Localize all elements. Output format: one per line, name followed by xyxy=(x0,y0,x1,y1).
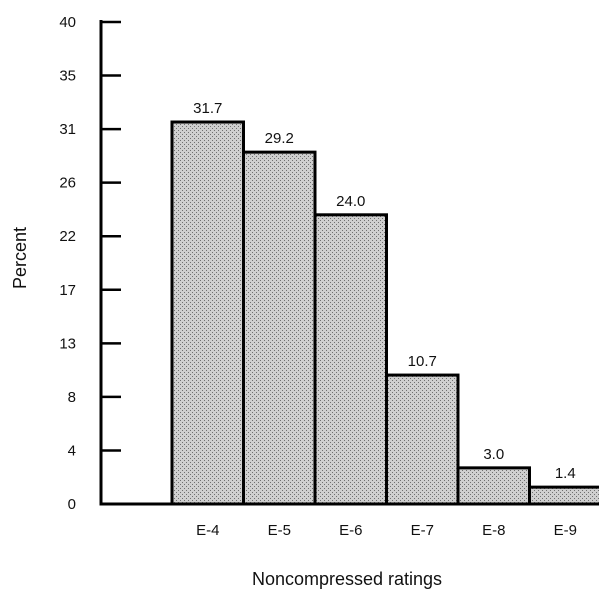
category-label-e-6: E-6 xyxy=(339,522,362,539)
value-label-e-8: 3.0 xyxy=(483,446,504,463)
bar-e-9 xyxy=(528,485,599,506)
y-tick-label: 40 xyxy=(59,14,76,31)
y-tick-label: 26 xyxy=(59,175,76,192)
category-label-e-7: E-7 xyxy=(411,522,434,539)
category-label-e-9: E-9 xyxy=(554,522,577,539)
bars-group xyxy=(170,120,599,506)
y-tick-label: 17 xyxy=(59,282,76,299)
bar-e-4 xyxy=(170,120,245,506)
y-tick-label: 22 xyxy=(59,228,76,245)
value-label-e-5: 29.2 xyxy=(265,130,294,147)
y-axis-title: Percent xyxy=(10,227,30,289)
category-label-e-5: E-5 xyxy=(268,522,291,539)
y-tick-label: 35 xyxy=(59,68,76,85)
y-tick-label: 13 xyxy=(59,335,76,352)
y-tick-label: 31 xyxy=(59,121,76,138)
bar-e-7 xyxy=(385,373,460,506)
value-label-e-4: 31.7 xyxy=(193,100,222,117)
value-labels-group: 31.7 29.2 24.0 10.7 3.0 1.4 xyxy=(193,100,576,482)
y-axis: 0 4 8 13 17 22 26 31 35 40 xyxy=(59,14,121,513)
bar-e-8 xyxy=(456,466,531,506)
category-label-e-4: E-4 xyxy=(196,522,219,539)
value-label-e-9: 1.4 xyxy=(555,465,576,482)
category-label-e-8: E-8 xyxy=(482,522,505,539)
bar-e-6 xyxy=(313,213,388,506)
x-axis: E-4 E-5 E-6 E-7 E-8 E-9 xyxy=(99,502,599,539)
bar-e-5 xyxy=(242,150,317,506)
y-tick-label: 0 xyxy=(68,496,76,513)
value-label-e-7: 10.7 xyxy=(408,353,437,370)
y-tick-label: 8 xyxy=(68,389,76,406)
value-label-e-6: 24.0 xyxy=(336,193,365,210)
y-tick-label: 4 xyxy=(68,442,76,459)
x-axis-title: Noncompressed ratings xyxy=(252,569,442,589)
